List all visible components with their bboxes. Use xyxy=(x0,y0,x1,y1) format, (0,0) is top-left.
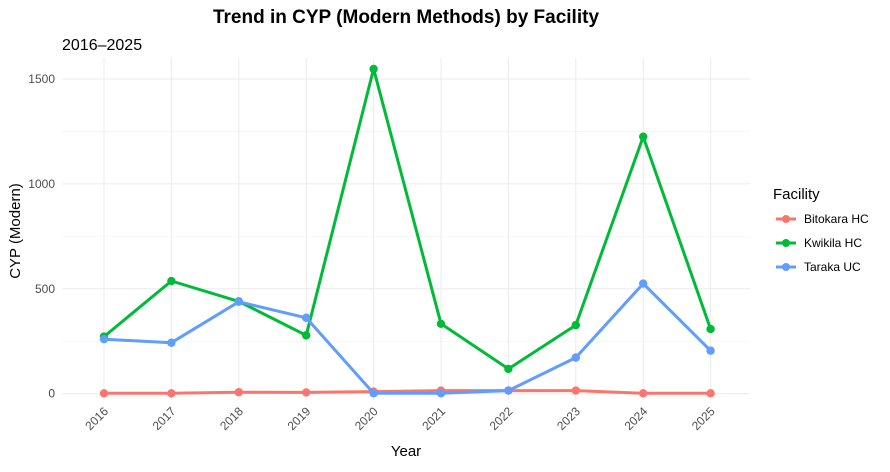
data-point-bitokara-hc xyxy=(302,388,311,397)
legend-item-bitokara-hc: Bitokara HC xyxy=(776,212,869,226)
data-point-bitokara-hc xyxy=(99,389,109,398)
data-point-kwikila-hc xyxy=(504,364,513,374)
data-point-taraka-uc xyxy=(504,386,513,395)
y-tick-label: 0 xyxy=(48,387,55,401)
data-point-taraka-uc xyxy=(639,279,648,288)
x-tick-label: 2024 xyxy=(622,404,651,433)
series-line-bitokara-hc xyxy=(102,389,713,395)
data-point-bitokara-hc xyxy=(706,389,715,398)
x-tick-label: 2018 xyxy=(217,404,246,433)
data-point-bitokara-hc xyxy=(639,389,648,398)
y-tick-label: 1000 xyxy=(28,177,55,191)
chart-title: Trend in CYP (Modern Methods) by Facilit… xyxy=(213,7,599,28)
legend-key-point xyxy=(782,239,790,247)
x-tick-label: 2017 xyxy=(150,404,179,433)
x-tick-label: 2020 xyxy=(352,404,381,433)
legend: Facility Bitokara HC Kwikila HC Taraka UC xyxy=(773,186,869,274)
data-point-kwikila-hc xyxy=(436,319,446,329)
x-tick-label: 2023 xyxy=(554,404,583,433)
data-point-bitokara-hc xyxy=(167,389,176,398)
x-axis-ticks: 2016 2017 2018 2019 2020 2021 2022 2023 2024 2025 xyxy=(82,404,718,433)
data-point-kwikila-hc xyxy=(639,132,648,141)
legend-title: Facility xyxy=(773,186,820,203)
data-point-taraka-uc xyxy=(302,313,311,322)
x-tick-label: 2022 xyxy=(487,404,516,433)
legend-key-point xyxy=(782,215,790,223)
y-tick-label: 1500 xyxy=(28,72,55,86)
x-tick-label: 2025 xyxy=(689,404,718,433)
data-point-bitokara-hc xyxy=(571,386,580,395)
legend-items: Bitokara HC Kwikila HC Taraka UC xyxy=(776,212,869,274)
data-point-kwikila-hc xyxy=(706,324,715,334)
legend-item-kwikila-hc: Kwikila HC xyxy=(776,236,862,250)
series-taraka-uc xyxy=(99,279,715,398)
series-layer xyxy=(99,64,715,398)
x-tick-label: 2016 xyxy=(82,404,111,433)
x-tick-label: 2019 xyxy=(285,404,314,433)
y-axis-title: CYP (Modern) xyxy=(7,183,24,279)
chart-subtitle: 2016–2025 xyxy=(62,37,142,54)
grid xyxy=(62,58,750,400)
data-point-kwikila-hc xyxy=(369,64,378,74)
legend-label: Taraka UC xyxy=(804,260,861,274)
legend-key-point xyxy=(782,263,790,271)
series-line-taraka-uc xyxy=(102,282,713,395)
x-tick-label: 2021 xyxy=(419,404,448,433)
data-point-taraka-uc xyxy=(369,389,378,398)
data-point-taraka-uc xyxy=(706,346,715,355)
legend-label: Bitokara HC xyxy=(804,212,869,226)
data-point-kwikila-hc xyxy=(302,331,311,340)
data-point-bitokara-hc xyxy=(234,388,243,397)
x-axis-title: Year xyxy=(391,443,421,460)
data-point-kwikila-hc xyxy=(571,320,580,330)
legend-item-taraka-uc: Taraka UC xyxy=(776,260,861,274)
series-line-kwikila-hc xyxy=(102,67,713,371)
data-point-taraka-uc xyxy=(99,334,109,344)
y-tick-label: 500 xyxy=(35,282,55,296)
data-point-taraka-uc xyxy=(436,389,446,398)
legend-label: Kwikila HC xyxy=(804,236,862,250)
series-kwikila-hc xyxy=(99,64,715,374)
y-axis-ticks: 0 500 1000 1500 xyxy=(28,72,55,401)
data-point-taraka-uc xyxy=(167,338,176,347)
data-point-taraka-uc xyxy=(234,297,243,307)
data-point-taraka-uc xyxy=(571,353,580,362)
data-point-kwikila-hc xyxy=(167,276,176,286)
